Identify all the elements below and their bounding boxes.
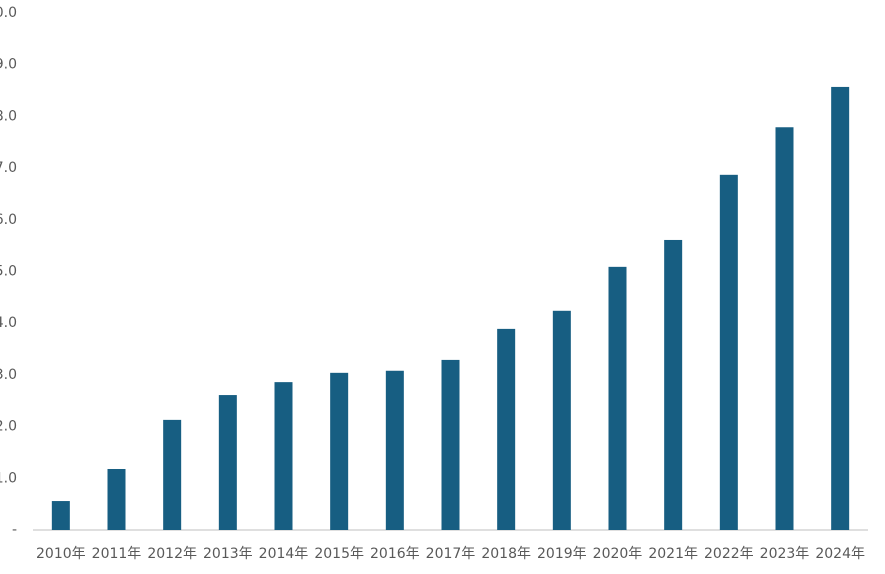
y-tick-label: 7.0 [0,160,17,176]
x-tick-label: 2024年 [815,546,865,562]
x-tick-label: 2014年 [259,546,309,562]
y-tick-label: 10.0 [0,5,17,21]
bar [664,239,683,530]
y-tick-label: 8.0 [0,108,17,124]
y-tick-label: 5.0 [0,264,17,280]
bar [608,266,627,530]
x-tick-label: 2013年 [203,546,253,562]
y-tick-label: 6.0 [0,212,17,228]
x-tick-label: 2017年 [426,546,476,562]
x-tick-label: 2010年 [36,546,86,562]
bar [552,310,571,530]
bar [51,501,70,530]
bar [385,370,404,530]
bar [719,174,738,531]
y-tick-label: 4.0 [0,315,17,331]
y-tick-label: 1.0 [0,470,17,486]
x-tick-label: 2022年 [704,546,754,562]
y-tick-label: 3.0 [0,367,17,383]
y-tick-label: 9.0 [0,57,17,73]
y-tick-label: 2.0 [0,419,17,435]
x-tick-label: 2021年 [648,546,698,562]
bar [831,86,850,530]
x-tick-label: 2015年 [314,546,364,562]
y-tick-label: - [12,522,17,538]
bar [107,468,126,530]
bar [497,328,516,530]
x-tick-label: 2018年 [481,546,531,562]
x-tick-label: 2011年 [92,546,142,562]
x-tick-label: 2016年 [370,546,420,562]
x-tick-label: 2023年 [760,546,810,562]
x-tick-label: 2020年 [593,546,643,562]
bar [218,395,237,530]
x-tick-label: 2012年 [147,546,197,562]
bar [775,127,794,530]
bar [330,372,349,530]
bar [441,359,460,530]
x-tick-label: 2019年 [537,546,587,562]
bar [274,382,293,530]
bar [163,419,182,530]
